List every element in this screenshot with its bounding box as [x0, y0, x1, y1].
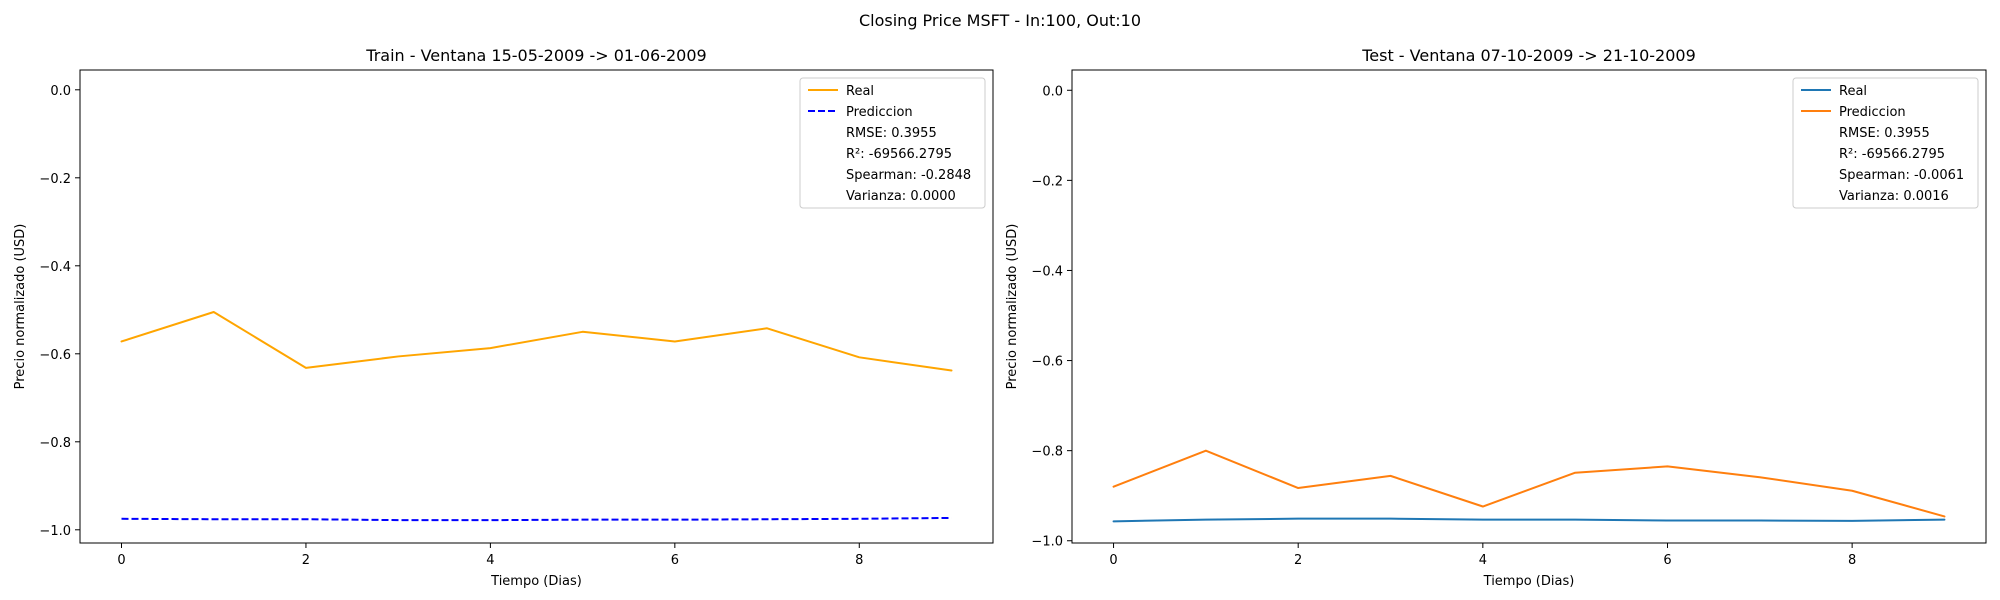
- x-tick-label: 2: [302, 553, 310, 568]
- legend-box: [799, 77, 986, 209]
- x-tick-label: 8: [855, 553, 863, 568]
- chart-title: Train - Ventana 15-05-2009 -> 01-06-2009: [365, 46, 706, 65]
- legend-metric: Varianza: 0.0016: [1839, 189, 1949, 204]
- axes-frame: [79, 69, 994, 544]
- legend-entry: Prediccion: [846, 105, 913, 120]
- x-tick-label: 4: [486, 553, 494, 568]
- legend-entry: Prediccion: [1839, 105, 1906, 120]
- y-tick-label: −1.0: [39, 524, 71, 539]
- x-tick-label: 8: [1848, 553, 1856, 568]
- y-tick-label: −0.4: [1031, 264, 1063, 279]
- legend-metric: R²: -69566.2795: [846, 147, 952, 162]
- series-line-prediccion: [1112, 449, 1946, 518]
- y-tick-label: −0.2: [39, 172, 71, 187]
- legend-entry: Real: [846, 84, 874, 99]
- legend-box: [1792, 77, 1979, 209]
- legend-metric: RMSE: 0.3955: [1839, 126, 1930, 141]
- y-tick-label: −0.8: [39, 436, 71, 451]
- x-tick-label: 6: [1663, 553, 1671, 568]
- legend-metric: Varianza: 0.0000: [846, 189, 956, 204]
- legend: Real Prediccion RMSE: 0.3955 R²: -69566.279…: [1792, 77, 1979, 209]
- figure-title: Closing Price MSFT - In:100, Out:10: [859, 11, 1141, 30]
- chart-panel-1: Test - Ventana 07-10-2009 -> 21-10-2009 0…: [1005, 46, 1987, 589]
- x-tick-label: 6: [671, 553, 679, 568]
- y-tick-label: −1.0: [1031, 535, 1063, 550]
- legend-metric: R²: -69566.2795: [1839, 147, 1945, 162]
- y-tick-label: 0.0: [1042, 84, 1063, 99]
- chart-title: Test - Ventana 07-10-2009 -> 21-10-2009: [1361, 46, 1696, 65]
- y-tick-label: −0.6: [39, 348, 71, 363]
- x-tick-label: 4: [1479, 553, 1487, 568]
- axes-frame: [1071, 69, 1987, 544]
- x-tick-label: 0: [117, 553, 125, 568]
- legend-entry: Real: [1839, 84, 1867, 99]
- y-tick-label: −0.4: [39, 260, 71, 275]
- legend-metric: RMSE: 0.3955: [846, 126, 937, 141]
- legend: Real Prediccion RMSE: 0.3955 R²: -69566.279…: [799, 77, 986, 209]
- y-axis-label: Precio normalizado (USD): [1005, 224, 1020, 390]
- x-axis-label: Tiempo (Dias): [1483, 574, 1575, 589]
- x-axis-label: Tiempo (Dias): [490, 574, 582, 589]
- y-tick-label: −0.6: [1031, 355, 1063, 370]
- y-tick-label: 0.0: [50, 84, 71, 99]
- y-axis-label: Precio normalizado (USD): [13, 224, 28, 390]
- chart-panel-0: Train - Ventana 15-05-2009 -> 01-06-2009…: [13, 46, 994, 589]
- x-tick-label: 2: [1294, 553, 1302, 568]
- series-line-real: [1112, 517, 1946, 523]
- series-line-prediccion: [121, 516, 952, 522]
- x-tick-label: 0: [1109, 553, 1117, 568]
- series-line-real: [120, 311, 953, 372]
- y-tick-label: −0.8: [1031, 445, 1063, 460]
- charts-container: Train - Ventana 15-05-2009 -> 01-06-2009…: [13, 46, 1987, 589]
- legend-metric: Spearman: -0.0061: [1839, 168, 1964, 183]
- legend-metric: Spearman: -0.2848: [846, 168, 971, 183]
- y-tick-label: −0.2: [1031, 174, 1063, 189]
